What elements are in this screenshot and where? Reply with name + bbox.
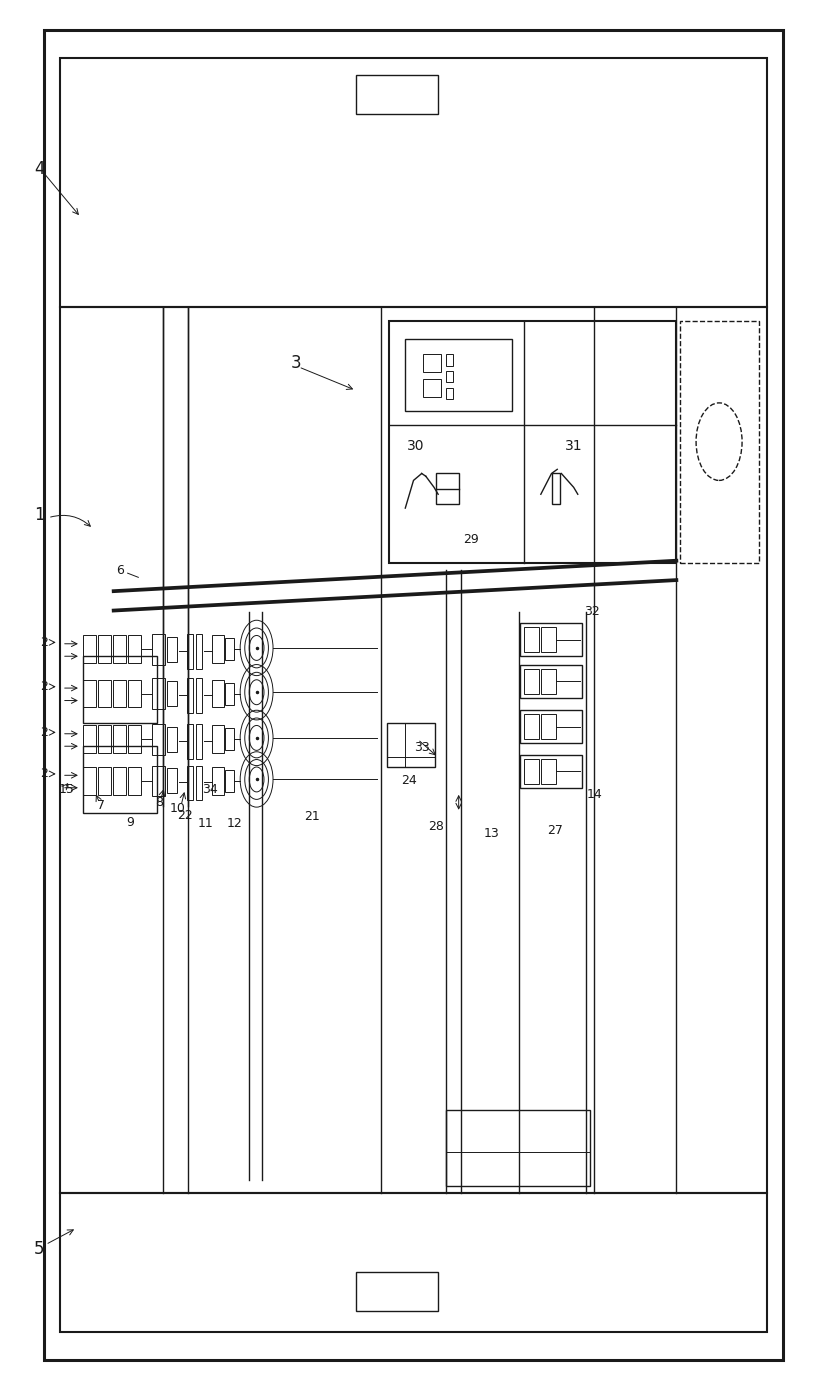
Bar [152,634,165,664]
Bar [152,766,165,796]
Bar [524,714,539,739]
Bar [226,728,233,751]
Text: 15: 15 [59,783,74,795]
Bar [60,1194,767,1332]
Text: 22: 22 [177,809,193,821]
Bar [213,635,224,663]
Bar [127,680,141,708]
Bar [226,638,233,660]
Text: 29: 29 [463,534,479,546]
Bar [541,627,556,652]
Text: 11: 11 [198,817,213,830]
Bar [541,759,556,784]
Bar [84,767,97,795]
Text: 28: 28 [428,820,444,833]
Bar [196,724,203,759]
Bar [187,678,194,713]
Text: 31: 31 [565,439,582,453]
Bar [84,746,157,813]
Bar [187,634,194,669]
Text: 3: 3 [290,353,301,371]
Text: 33: 33 [414,741,429,755]
Text: 12: 12 [227,817,242,830]
Bar [112,726,126,753]
Bar [520,664,582,698]
Text: 7: 7 [98,799,105,812]
Bar [167,637,177,662]
Bar [196,634,203,669]
Bar [127,726,141,753]
Bar [152,724,165,755]
Bar [98,767,111,795]
Bar [112,680,126,708]
Bar [167,681,177,706]
Bar [520,623,582,656]
Bar [226,770,233,792]
Bar [112,767,126,795]
Bar [552,474,560,505]
Text: 2: 2 [40,635,48,649]
Text: 30: 30 [407,439,425,453]
Bar [84,635,97,663]
Bar [213,767,224,795]
Text: 1: 1 [34,506,45,524]
Text: 6: 6 [116,564,123,577]
Text: 14: 14 [586,788,602,801]
Bar [541,669,556,694]
Bar [98,635,111,663]
Bar [524,759,539,784]
Bar [187,766,194,801]
Text: 9: 9 [127,816,134,828]
Text: 5: 5 [34,1240,45,1258]
Bar [520,755,582,788]
Bar [127,767,141,795]
Bar [98,680,111,708]
Bar [60,307,767,1194]
Text: 8: 8 [155,796,163,809]
Bar [152,678,165,709]
Text: 13: 13 [484,827,500,840]
Text: 2: 2 [40,767,48,780]
Text: 2: 2 [40,726,48,739]
Bar [84,680,97,708]
Bar [213,726,224,753]
Bar [447,388,453,399]
Bar [167,769,177,794]
Bar [167,727,177,752]
Bar [447,354,453,366]
Text: 32: 32 [584,606,600,619]
Text: 27: 27 [547,824,562,837]
Bar [60,58,767,307]
Text: 24: 24 [402,774,418,787]
Text: 4: 4 [34,160,45,178]
Bar [524,627,539,652]
Bar [541,714,556,739]
Bar [196,678,203,713]
Text: 10: 10 [170,802,186,815]
Bar [447,1111,590,1187]
Bar [84,656,157,723]
Bar [112,635,126,663]
Bar [524,669,539,694]
Bar [520,710,582,744]
Bar [423,379,442,398]
Bar [356,1272,438,1311]
Bar [98,726,111,753]
Bar [187,724,194,759]
Bar [423,354,442,373]
Bar [356,75,438,114]
Bar [84,726,97,753]
Bar [389,321,676,563]
Text: 21: 21 [304,810,319,823]
Text: 34: 34 [202,783,218,795]
Bar [405,339,512,411]
Bar [447,371,453,382]
Bar [436,474,459,505]
Text: 2: 2 [40,680,48,694]
Bar [213,680,224,708]
Bar [387,723,435,767]
Bar [196,766,203,801]
Bar [127,635,141,663]
Bar [226,682,233,705]
